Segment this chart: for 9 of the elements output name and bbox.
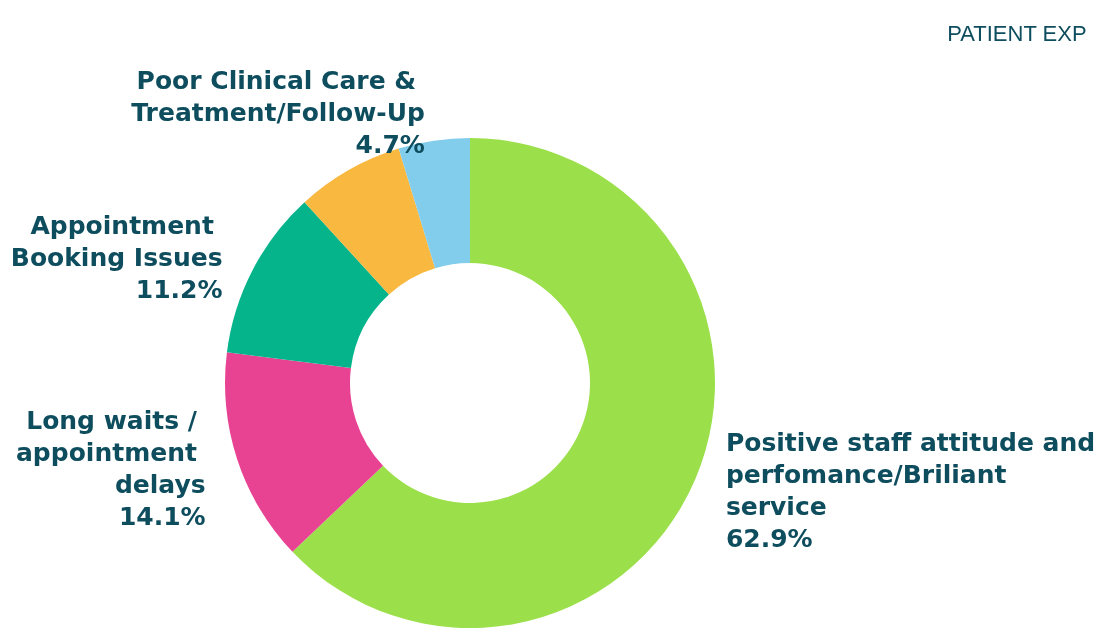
data-label: 14.1% [118,501,206,531]
slice-label: Poor Clinical Care & Treatment/Follow-Up [131,66,425,128]
slice-label: Appointment Booking Issues [10,211,223,273]
data-label: 11.2% [135,275,223,305]
slice-label: Positive staff attitude and perfomance/Briliant service [725,428,1097,522]
slice-label: Long waits / appointment delays [16,405,206,499]
data-label: 62.9% [725,524,813,554]
text: PATIENT EXP [947,20,1087,46]
data-label: 4.7% [355,130,425,160]
